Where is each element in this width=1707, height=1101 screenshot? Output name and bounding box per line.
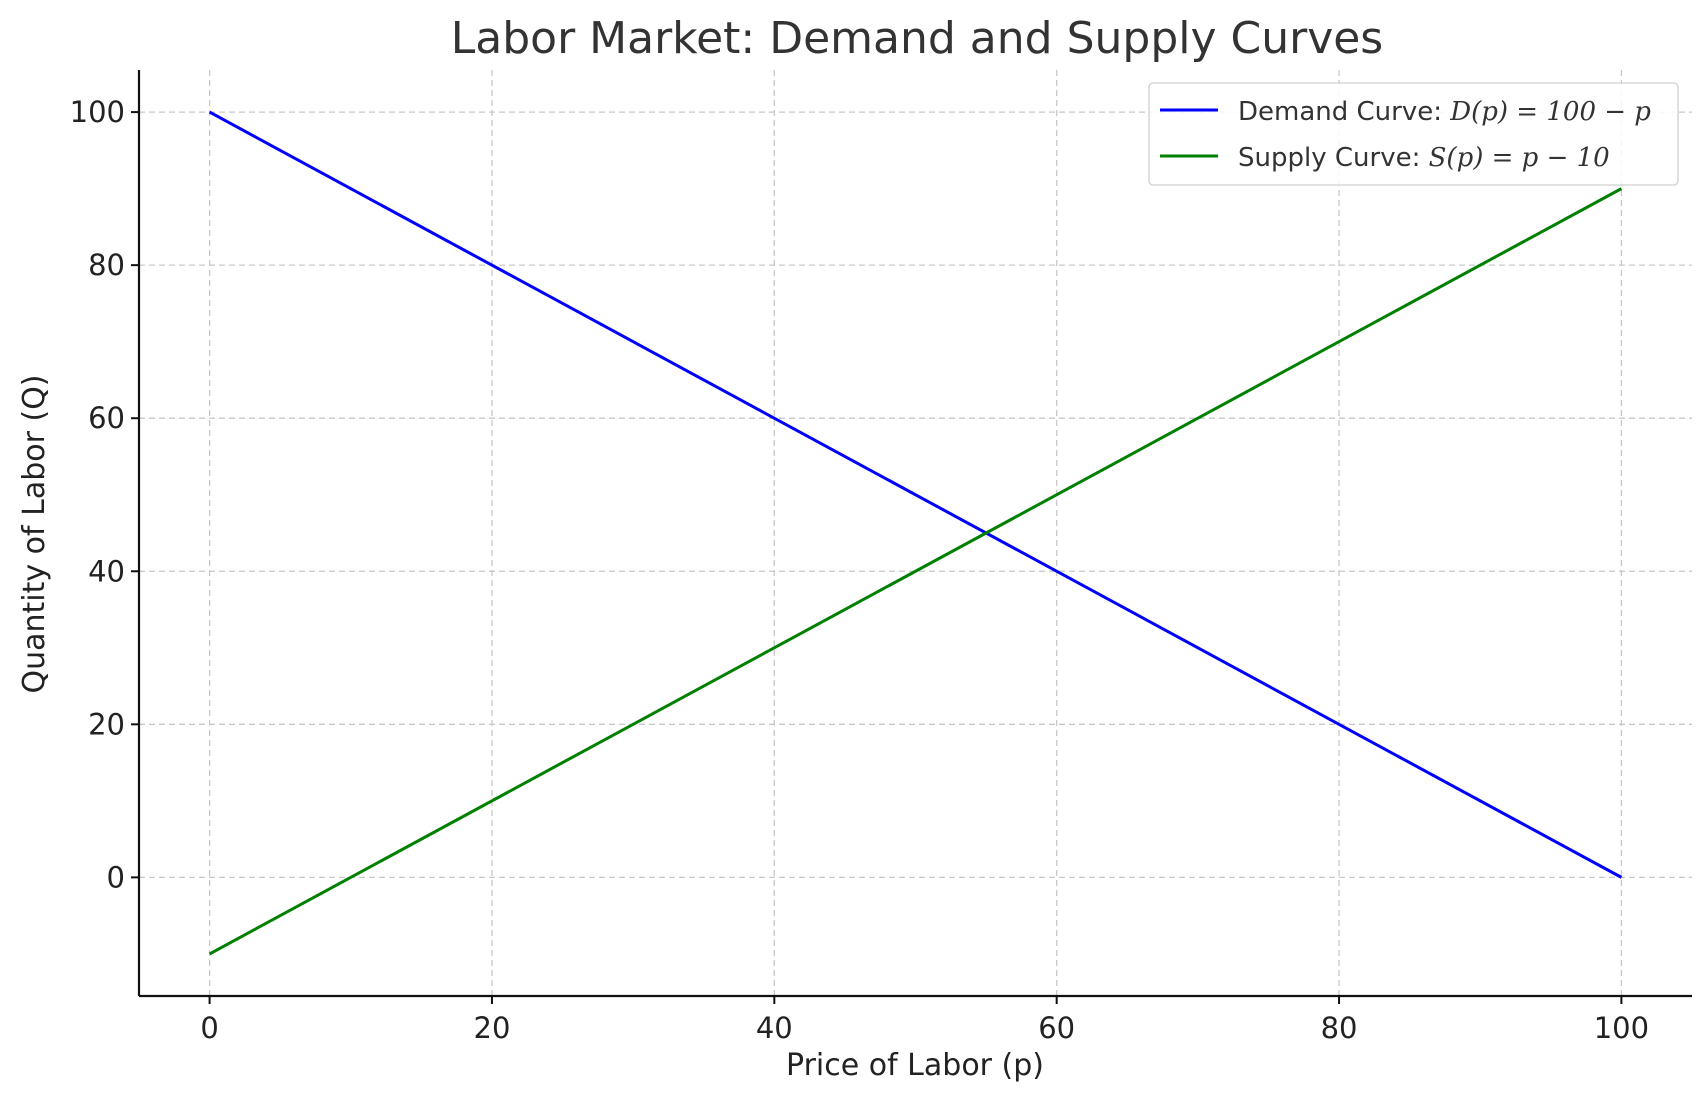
x-axis-label: Price of Labor (p) [786, 1048, 1044, 1083]
y-tick-label-3: 60 [88, 401, 125, 435]
legend-label-supply: Supply Curve: S(p) = p − 10 [1238, 143, 1610, 173]
x-tick-label-4: 80 [1321, 1011, 1358, 1045]
legend-label-demand-formula: D(p) = 100 − p [1449, 97, 1651, 127]
legend-label-demand: Demand Curve: D(p) = 100 − p [1238, 97, 1651, 127]
legend-label-demand-prefix: Demand Curve: [1238, 97, 1450, 127]
chart-title: Labor Market: Demand and Supply Curves [451, 13, 1383, 64]
x-ticks: 0 20 40 60 80 100 [200, 996, 1649, 1045]
legend: Demand Curve: D(p) = 100 − p Supply Curv… [1148, 82, 1679, 186]
supply-curve-line [208, 187, 1623, 956]
y-axis-label: Quantity of Labor (Q) [17, 374, 52, 693]
demand-curve-line [208, 110, 1623, 879]
y-tick-label-4: 80 [88, 248, 125, 282]
x-tick-label-1: 20 [474, 1011, 511, 1045]
x-tick-label-0: 0 [200, 1011, 218, 1045]
y-tick-label-2: 40 [88, 554, 125, 588]
series-lines [208, 110, 1623, 956]
y-tick-label-1: 20 [88, 707, 125, 741]
x-tick-label-2: 40 [756, 1011, 793, 1045]
x-tick-label-3: 60 [1038, 1011, 1075, 1045]
legend-label-supply-prefix: Supply Curve: [1238, 143, 1429, 173]
y-tick-label-0: 0 [107, 860, 125, 894]
y-ticks: 0 20 40 60 80 100 [70, 95, 139, 894]
x-tick-label-5: 100 [1594, 1011, 1649, 1045]
legend-box [1148, 82, 1679, 186]
legend-label-supply-formula: S(p) = p − 10 [1429, 143, 1610, 173]
y-tick-label-5: 100 [70, 95, 125, 129]
